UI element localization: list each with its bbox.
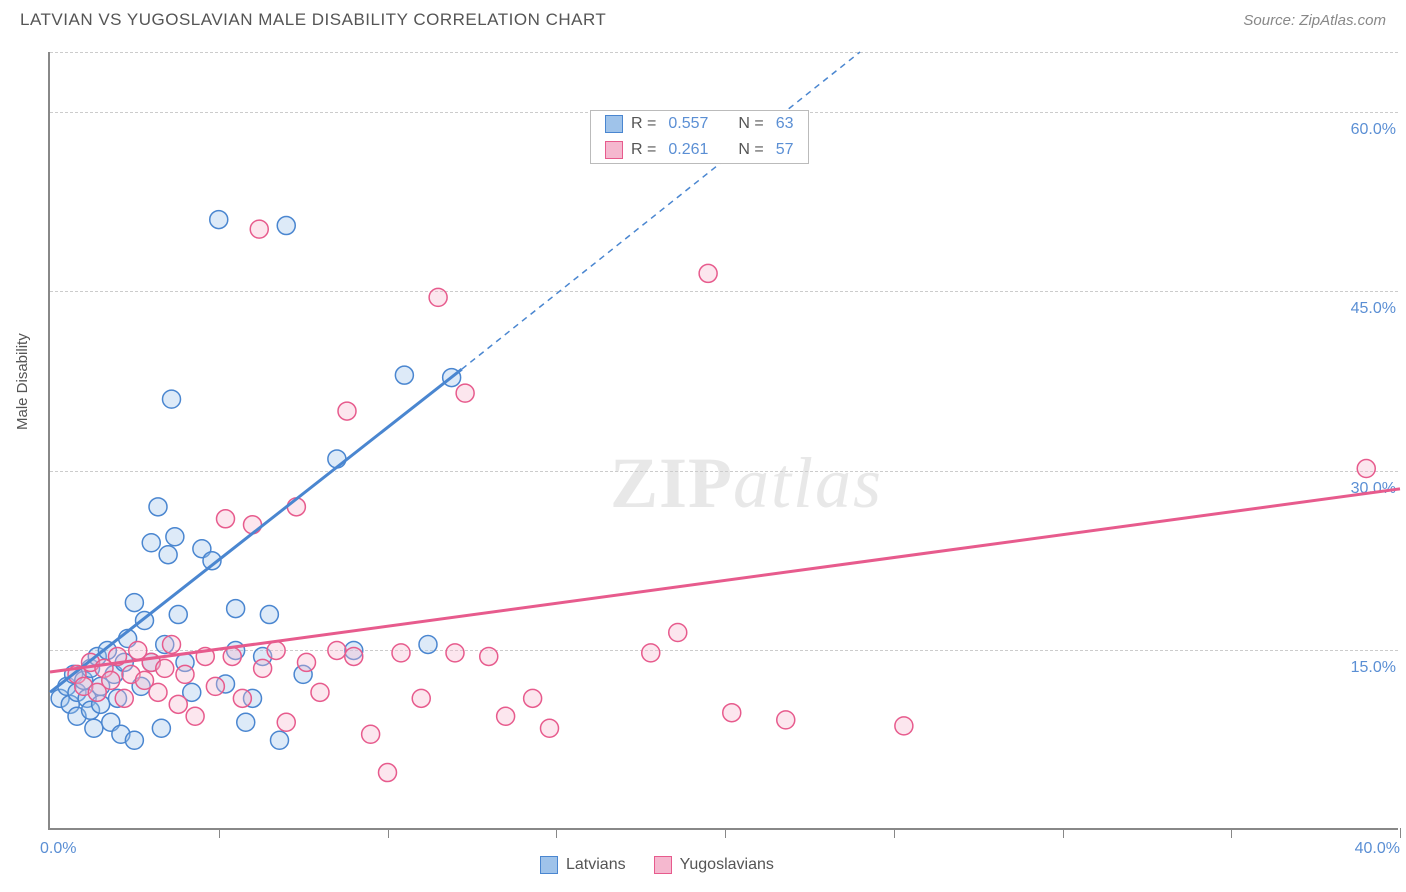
data-point bbox=[244, 516, 262, 534]
legend-swatch bbox=[540, 856, 558, 874]
chart-title: LATVIAN VS YUGOSLAVIAN MALE DISABILITY C… bbox=[20, 10, 606, 30]
data-point bbox=[345, 647, 363, 665]
x-tick bbox=[219, 828, 220, 838]
data-point bbox=[497, 707, 515, 725]
data-point bbox=[723, 704, 741, 722]
data-point bbox=[142, 534, 160, 552]
data-point bbox=[379, 764, 397, 782]
legend-correlation-row: R =0.557N =63 bbox=[591, 111, 808, 137]
legend-correlation-row: R =0.261N =57 bbox=[591, 137, 808, 163]
data-point bbox=[254, 659, 272, 677]
data-point bbox=[223, 647, 241, 665]
legend-series-item: Latvians bbox=[540, 856, 626, 874]
data-point bbox=[159, 546, 177, 564]
data-point bbox=[328, 641, 346, 659]
chart-header: LATVIAN VS YUGOSLAVIAN MALE DISABILITY C… bbox=[0, 0, 1406, 38]
data-point bbox=[338, 402, 356, 420]
x-tick bbox=[1063, 828, 1064, 838]
series-legend: Latvians Yugoslavians bbox=[540, 856, 774, 874]
data-point bbox=[1357, 460, 1375, 478]
data-point bbox=[699, 264, 717, 282]
data-point bbox=[446, 644, 464, 662]
x-axis-start-label: 0.0% bbox=[40, 840, 76, 858]
x-tick bbox=[894, 828, 895, 838]
data-point bbox=[480, 647, 498, 665]
data-point bbox=[156, 659, 174, 677]
data-point bbox=[227, 600, 245, 618]
data-point bbox=[456, 384, 474, 402]
data-point bbox=[210, 211, 228, 229]
data-point bbox=[163, 635, 181, 653]
data-point bbox=[895, 717, 913, 735]
data-point bbox=[277, 713, 295, 731]
x-tick bbox=[1231, 828, 1232, 838]
chart-plot-area: ZIPatlas 15.0%30.0%45.0%60.0% R =0.557N … bbox=[48, 52, 1398, 830]
x-axis-end-label: 40.0% bbox=[1355, 840, 1400, 858]
x-tick bbox=[388, 828, 389, 838]
data-point bbox=[125, 594, 143, 612]
data-point bbox=[125, 731, 143, 749]
trend-line-extrapolation bbox=[462, 52, 860, 369]
data-point bbox=[186, 707, 204, 725]
legend-swatch bbox=[654, 856, 672, 874]
data-point bbox=[277, 217, 295, 235]
data-point bbox=[362, 725, 380, 743]
data-point bbox=[217, 510, 235, 528]
data-point bbox=[524, 689, 542, 707]
legend-series-item: Yugoslavians bbox=[654, 856, 774, 874]
data-point bbox=[271, 731, 289, 749]
data-point bbox=[152, 719, 170, 737]
x-tick bbox=[556, 828, 557, 838]
data-point bbox=[311, 683, 329, 701]
data-point bbox=[419, 635, 437, 653]
data-point bbox=[642, 644, 660, 662]
data-point bbox=[412, 689, 430, 707]
chart-source: Source: ZipAtlas.com bbox=[1243, 12, 1386, 29]
data-point bbox=[429, 288, 447, 306]
data-point bbox=[233, 689, 251, 707]
data-point bbox=[176, 665, 194, 683]
data-point bbox=[149, 498, 167, 516]
y-axis-title: Male Disability bbox=[14, 333, 31, 430]
data-point bbox=[392, 644, 410, 662]
legend-swatch bbox=[605, 115, 623, 133]
data-point bbox=[102, 671, 120, 689]
data-point bbox=[149, 683, 167, 701]
data-point bbox=[395, 366, 413, 384]
data-point bbox=[169, 695, 187, 713]
x-tick bbox=[1400, 828, 1401, 838]
data-point bbox=[85, 719, 103, 737]
data-point bbox=[206, 677, 224, 695]
correlation-legend: R =0.557N =63R =0.261N =57 bbox=[590, 110, 809, 164]
data-point bbox=[166, 528, 184, 546]
data-point bbox=[328, 450, 346, 468]
x-tick bbox=[725, 828, 726, 838]
data-point bbox=[115, 689, 133, 707]
data-point bbox=[169, 606, 187, 624]
legend-swatch bbox=[605, 141, 623, 159]
data-point bbox=[163, 390, 181, 408]
data-point bbox=[669, 624, 687, 642]
data-point bbox=[541, 719, 559, 737]
data-point bbox=[777, 711, 795, 729]
data-point bbox=[298, 653, 316, 671]
data-point bbox=[250, 220, 268, 238]
data-point bbox=[260, 606, 278, 624]
data-point bbox=[237, 713, 255, 731]
data-point bbox=[267, 641, 285, 659]
scatter-svg bbox=[50, 52, 1398, 828]
